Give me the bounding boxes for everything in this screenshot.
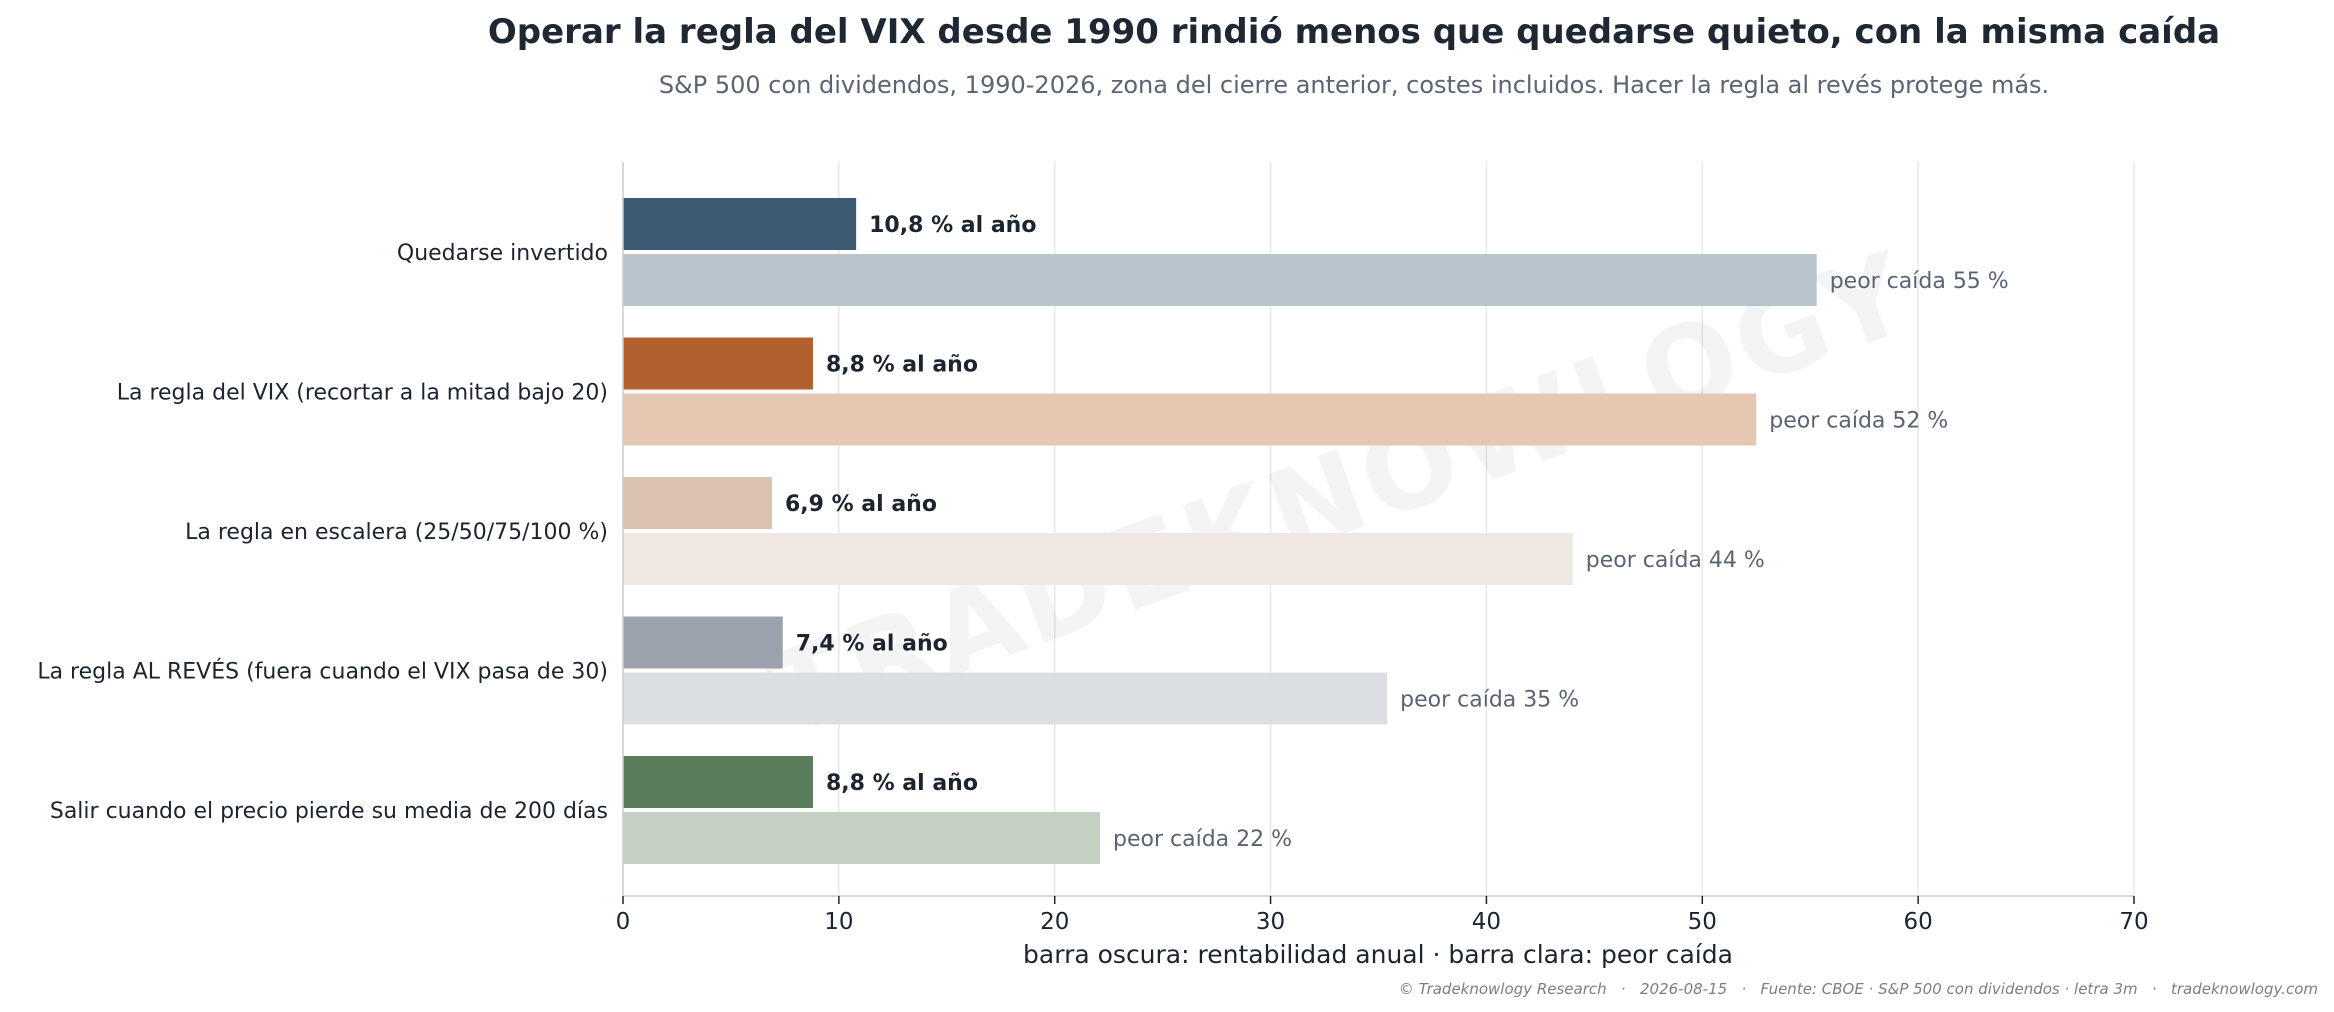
category-label: La regla del VIX (recortar a la mitad ba… xyxy=(117,381,608,406)
category-label: Quedarse invertido xyxy=(397,241,608,266)
bar-labels: 10,8 % al año peor caída 55 % 8,8 % al año… xyxy=(785,213,2009,852)
drawdown-label: peor caída 22 % xyxy=(1113,827,1292,852)
x-tick-label: 30 xyxy=(1256,909,1285,935)
return-label: 7,4 % al año xyxy=(796,632,948,657)
return-label: 8,8 % al año xyxy=(826,353,978,378)
drawdown-label: peor caída 44 % xyxy=(1586,548,1765,573)
drawdown-bar xyxy=(623,254,1817,306)
return-bar xyxy=(623,198,857,250)
x-tick-label: 60 xyxy=(1904,909,1933,935)
return-label: 6,9 % al año xyxy=(785,492,937,517)
return-bar xyxy=(623,337,813,390)
x-tick-label: 50 xyxy=(1688,909,1717,935)
category-label: La regla en escalera (25/50/75/100 %) xyxy=(185,520,608,545)
drawdown-bar xyxy=(623,533,1573,585)
drawdown-bar xyxy=(623,393,1757,446)
drawdown-label: peor caída 35 % xyxy=(1400,688,1579,713)
x-tick-label: 10 xyxy=(824,909,853,935)
chart-title: Operar la regla del VIX desde 1990 rindi… xyxy=(488,12,2220,52)
drawdown-bar xyxy=(623,672,1388,725)
x-tick-label: 20 xyxy=(1040,909,1069,935)
bars xyxy=(623,198,1817,864)
drawdown-label: peor caída 52 % xyxy=(1769,409,1948,434)
return-bar xyxy=(623,756,813,808)
category-label: Salir cuando el precio pierde su media d… xyxy=(50,799,608,824)
x-axis-label: barra oscura: rentabilidad anual · barra… xyxy=(1023,940,1733,969)
category-label: La regla AL REVÉS (fuera cuando el VIX p… xyxy=(37,659,608,685)
x-tick-label: 0 xyxy=(616,909,631,935)
drawdown-label: peor caída 55 % xyxy=(1830,269,2009,294)
return-bar xyxy=(623,616,783,669)
return-label: 10,8 % al año xyxy=(869,213,1036,238)
return-bar xyxy=(623,477,772,529)
axes: Quedarse invertido La regla del VIX (reco… xyxy=(37,162,2149,935)
drawdown-bar xyxy=(623,812,1101,864)
footer-credit: © Tradeknowlogy Research · 2026-08-15 · … xyxy=(1399,980,2318,998)
x-tick-label: 70 xyxy=(2119,909,2148,935)
return-label: 8,8 % al año xyxy=(826,771,978,796)
x-tick-label: 40 xyxy=(1472,909,1501,935)
chart-subtitle: S&P 500 con dividendos, 1990-2026, zona … xyxy=(659,71,2049,99)
